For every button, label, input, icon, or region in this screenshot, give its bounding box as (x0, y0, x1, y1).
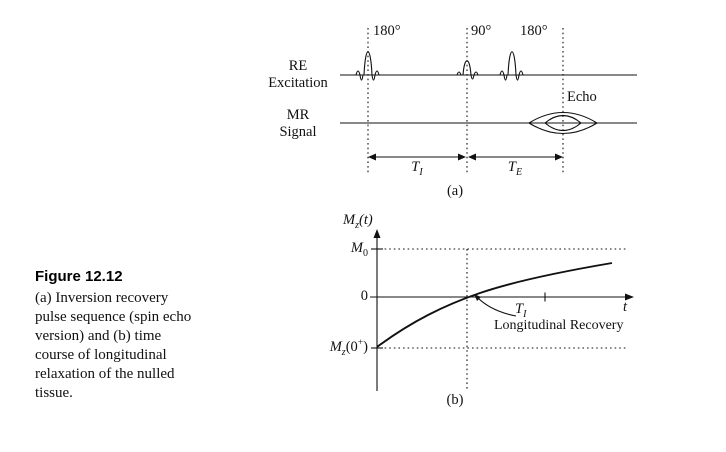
ti-arrowhead-left (368, 153, 376, 161)
caption-line: relaxation of the nulled (35, 366, 175, 382)
caption-line: tissue. (35, 385, 73, 401)
caption-line: version) and (b) time (35, 328, 162, 344)
m0-label: M0 (350, 240, 368, 259)
rf-excitation-label: RE Excitation (268, 58, 328, 91)
pulse1-angle-label: 180° (373, 23, 401, 39)
te-arrowhead-right (555, 153, 563, 161)
y-axis-arrowhead (373, 229, 381, 238)
longitudinal-recovery-curve (376, 262, 613, 348)
caption-line: (a) Inversion recovery (35, 290, 169, 306)
ti-interval-label: TI (411, 159, 423, 178)
caption-line: course of longitudinal (35, 347, 167, 363)
zero-label: 0 (360, 288, 368, 304)
pulse2-angle-label: 90° (471, 23, 492, 39)
mr-signal-label: MR Signal (279, 107, 317, 140)
echo-label: Echo (567, 89, 597, 105)
caption-line: pulse sequence (spin echo (35, 309, 192, 325)
recovery-leader-arrowhead (474, 294, 481, 301)
ti-point-label: TI (515, 301, 527, 320)
te-arrowhead-left (468, 153, 476, 161)
recovery-leader-line (475, 295, 517, 317)
y-axis-label: Mz(t) (343, 212, 373, 231)
pulse3-angle-label: 180° (520, 23, 548, 39)
panel-b-plot (370, 229, 634, 391)
figure-caption: Figure 12.12 (a) Inversion recovery puls… (35, 268, 250, 403)
t-axis-arrowhead (625, 293, 634, 301)
ti-arrowhead-right (458, 153, 466, 161)
t-axis-label: t (623, 299, 628, 315)
panel-a-tag: (a) (446, 183, 464, 199)
echo-envelope-outer (527, 112, 599, 134)
te-interval-label: TE (507, 159, 523, 178)
panel-a-diagram (340, 28, 637, 173)
pulse-180-second (499, 51, 524, 81)
echo-envelope-inner (544, 114, 582, 132)
mz0-label: Mz(0+) (329, 338, 368, 358)
longitudinal-recovery-label: Longitudinal Recovery (494, 318, 624, 333)
panel-b-tag: (b) (446, 392, 464, 408)
figure-caption-title: Figure 12.12 (35, 268, 123, 285)
pulse-90 (456, 60, 479, 80)
